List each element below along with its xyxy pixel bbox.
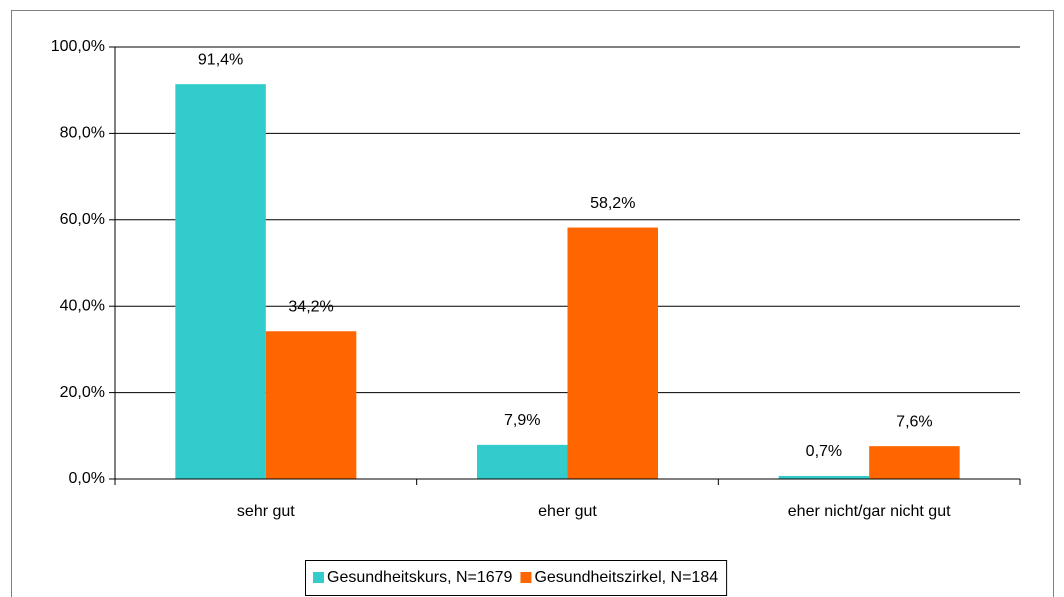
bar (477, 444, 568, 479)
bar (175, 84, 266, 479)
data-label: 58,2% (590, 195, 635, 212)
x-tick-label: eher gut (538, 503, 597, 520)
y-tick-label: 40,0% (60, 297, 105, 314)
bar (869, 446, 960, 479)
data-label: 0,7% (806, 443, 842, 460)
y-tick-label: 20,0% (60, 384, 105, 401)
x-tick-label: eher nicht/gar nicht gut (788, 503, 951, 520)
y-tick-label: 80,0% (60, 125, 105, 142)
bar (567, 227, 658, 479)
y-tick-label: 0,0% (69, 470, 105, 487)
legend-label: Gesundheitskurs, N=1679 (327, 569, 513, 586)
y-tick-label: 100,0% (51, 38, 105, 55)
legend-swatch (313, 572, 324, 583)
data-label: 7,9% (504, 412, 540, 429)
x-tick-label: sehr gut (237, 503, 295, 520)
bar (265, 331, 357, 479)
legend-swatch (520, 572, 532, 583)
y-tick-label: 60,0% (60, 211, 105, 228)
data-label: 34,2% (288, 298, 333, 315)
bar (778, 475, 870, 479)
data-label: 91,4% (198, 51, 243, 68)
legend-box (305, 560, 728, 596)
data-label: 7,6% (896, 413, 932, 430)
legend-label: Gesundheitszirkel, N=184 (534, 569, 718, 586)
legend: Gesundheitskurs, N=1679 Gesundheitszirkel… (305, 560, 728, 596)
